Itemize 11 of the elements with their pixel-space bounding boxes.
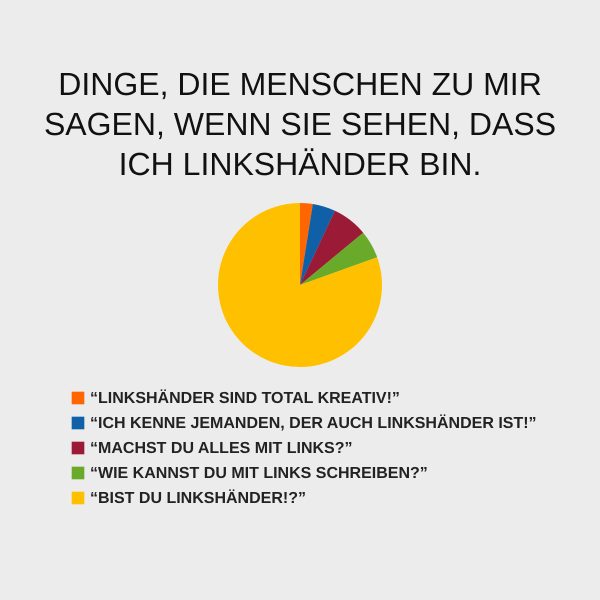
pie-slice bbox=[218, 203, 382, 367]
legend-label: “BIST DU LINKSHÄNDER!?” bbox=[90, 489, 306, 507]
pie-slice bbox=[300, 203, 313, 285]
pie-slice bbox=[300, 210, 364, 285]
legend-label: “LINKSHÄNDER SIND TOTAL KREATIV!” bbox=[90, 389, 400, 407]
pie-slice bbox=[300, 204, 335, 285]
pie-slice bbox=[300, 232, 378, 285]
legend-label: “WIE KANNST DU MIT LINKS SCHREIBEN?” bbox=[90, 465, 428, 482]
chart-title: DINGE, DIE MENSCHEN ZU MIR SAGEN, WENN SIE SEHEN, DASS ICH LINKSHÄNDER BIN. bbox=[44, 66, 556, 182]
legend-label: “MACHST DU ALLES MIT LINKS?” bbox=[90, 440, 352, 457]
legend-label: “ICH KENNE JEMANDEN, DER AUCH LINKSHÄNDER IST!” bbox=[90, 414, 537, 432]
